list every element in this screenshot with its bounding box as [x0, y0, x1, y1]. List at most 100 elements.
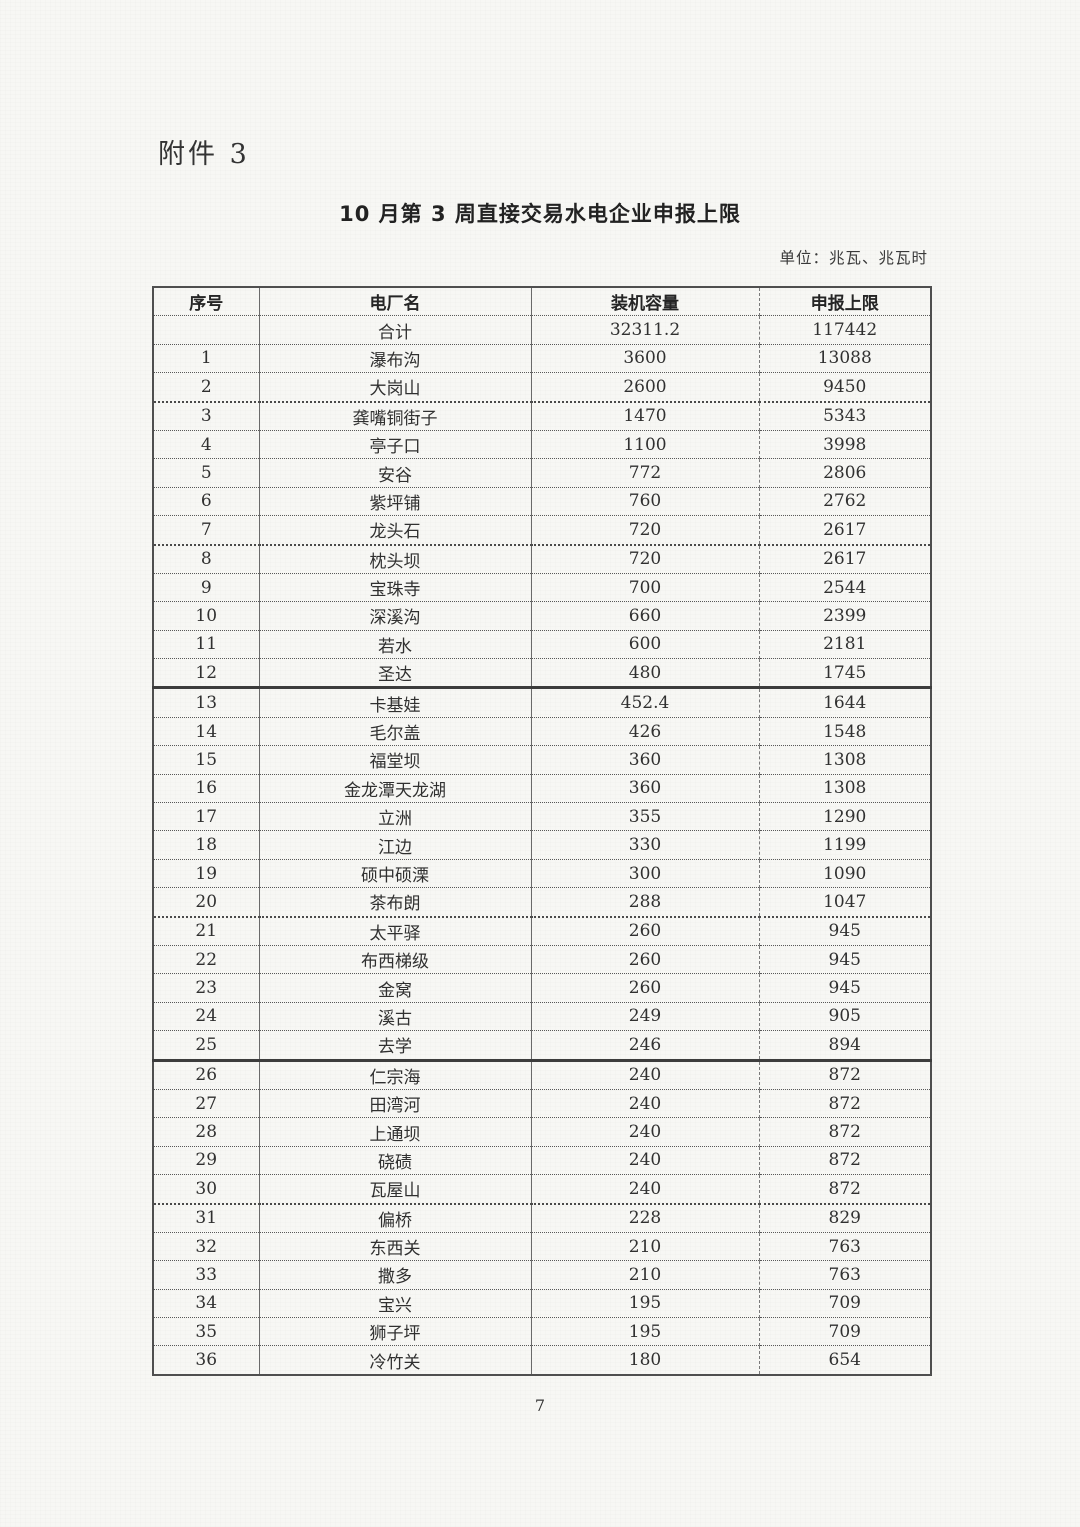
header-cell-2: 装机容量 [531, 287, 760, 316]
cell-limit: 13088 [817, 348, 872, 369]
cell-capacity: 760 [531, 487, 760, 516]
cell-capacity: 240 [531, 1174, 760, 1204]
cell-no: 9 [153, 573, 260, 602]
cell-name: 瓦屋山 [259, 1174, 532, 1204]
cell-name: 撒多 [259, 1260, 532, 1290]
cell-name: 上通坝 [259, 1117, 532, 1147]
cell-capacity: 600 [531, 630, 760, 659]
table-row: 24 溪古 249 905 [153, 1002, 931, 1031]
cell-capacity: 300 [531, 859, 760, 888]
cell-capacity: 700 [531, 573, 760, 602]
table-row: 1 瀑布沟 3600 13088 [153, 344, 931, 373]
cell-limit: 1199 [823, 835, 867, 856]
cell-name: 金窝 [259, 973, 532, 1003]
cell-no: 32 [153, 1232, 260, 1261]
cell-no: 24 [153, 1002, 260, 1031]
cell-capacity: 240 [531, 1089, 760, 1118]
cell-name: 安谷 [259, 458, 532, 488]
table-row: 26 仁宗海 240 872 [153, 1060, 931, 1090]
cell-capacity: 240 [531, 1146, 760, 1175]
cell-capacity: 260 [531, 916, 760, 946]
cell-name: 福堂坝 [259, 745, 532, 775]
cell-no: 18 [153, 830, 260, 860]
cell-capacity: 330 [531, 830, 760, 860]
cell-no: 25 [153, 1030, 260, 1061]
cell-name: 圣达 [259, 658, 532, 688]
table-row: 31 偏桥 228 829 [153, 1203, 931, 1233]
cell-capacity: 360 [531, 745, 760, 775]
attachment-label: 附件 3 [158, 139, 250, 170]
cell-name: 布西梯级 [259, 945, 532, 974]
cell-limit: 763 [828, 1236, 861, 1257]
cell-capacity: 210 [531, 1260, 760, 1290]
table-row: 16 金龙潭天龙湖 360 1308 [153, 774, 931, 803]
cell-name: 金龙潭天龙湖 [259, 774, 532, 803]
cell-name: 溪古 [259, 1002, 532, 1031]
cell-capacity: 240 [531, 1060, 760, 1090]
cell-no: 4 [153, 430, 260, 459]
cell-name: 硕中硕溧 [259, 859, 532, 888]
cell-no: 28 [153, 1117, 260, 1147]
cell-name: 东西关 [259, 1232, 532, 1261]
table-row: 28 上通坝 240 872 [153, 1117, 931, 1147]
cell-limit: 2181 [823, 634, 867, 655]
table-row: 3 龚嘴铜街子 1470 5343 [153, 401, 931, 431]
cell-limit: 654 [828, 1350, 861, 1371]
cell-name: 深溪沟 [259, 601, 532, 631]
cell-no: 19 [153, 859, 260, 888]
cell-no [153, 315, 260, 345]
cell-limit: 2806 [823, 463, 867, 484]
cell-capacity: 249 [531, 1002, 760, 1031]
cell-name: 立洲 [259, 802, 532, 831]
unit-note: 单位：兆瓦、兆瓦时 [779, 249, 928, 267]
cell-no: 8 [153, 544, 260, 574]
cell-no: 20 [153, 887, 260, 917]
table-row: 6 紫坪铺 760 2762 [153, 487, 931, 516]
table-row: 23 金窝 260 945 [153, 973, 931, 1003]
cell-limit: 763 [828, 1264, 861, 1285]
header-cell-1: 电厂名 [259, 287, 532, 316]
table-row: 36 冷竹关 180 654 [153, 1345, 931, 1375]
cell-capacity: 288 [531, 887, 760, 917]
cell-name: 江边 [259, 830, 532, 860]
table-row: 12 圣达 480 1745 [153, 658, 931, 688]
cell-name: 硗碛 [259, 1146, 532, 1175]
cell-name: 合计 [259, 315, 532, 345]
cell-no: 13 [153, 687, 260, 718]
cell-capacity: 1100 [531, 430, 760, 459]
cell-no: 10 [153, 601, 260, 631]
cell-name: 龚嘴铜街子 [259, 401, 532, 431]
page-title: 10 月第 3 周直接交易水电企业申报上限 [339, 202, 741, 226]
cell-capacity: 32311.2 [531, 315, 760, 345]
cell-limit: 117442 [812, 320, 878, 341]
cell-limit: 709 [828, 1293, 861, 1314]
table-row: 7 龙头石 720 2617 [153, 515, 931, 545]
table-row: 4 亭子口 1100 3998 [153, 430, 931, 459]
cell-name: 枕头坝 [259, 544, 532, 574]
header-cell-3: 申报上限 [810, 294, 879, 315]
cell-limit: 2617 [823, 549, 867, 570]
cell-capacity: 772 [531, 458, 760, 488]
cell-limit: 1047 [823, 891, 867, 912]
cell-name: 瀑布沟 [259, 344, 532, 373]
cell-no: 30 [153, 1174, 260, 1204]
cell-no: 31 [153, 1203, 260, 1233]
table-row: 18 江边 330 1199 [153, 830, 931, 860]
cell-no: 35 [153, 1317, 260, 1346]
cell-name: 龙头石 [259, 515, 532, 545]
cell-limit: 872 [828, 1150, 861, 1171]
cell-capacity: 210 [531, 1232, 760, 1261]
page-number: 7 [534, 1396, 546, 1415]
cell-no: 6 [153, 487, 260, 516]
cell-limit: 1090 [823, 863, 867, 884]
table-row: 19 硕中硕溧 300 1090 [153, 859, 931, 888]
cell-limit: 894 [828, 1034, 861, 1055]
cell-capacity: 452.4 [531, 687, 760, 718]
table-row: 14 毛尔盖 426 1548 [153, 717, 931, 746]
cell-capacity: 1470 [531, 401, 760, 431]
cell-no: 14 [153, 717, 260, 746]
cell-limit: 872 [828, 1065, 861, 1086]
table-row: 20 茶布朗 288 1047 [153, 887, 931, 917]
cell-no: 16 [153, 774, 260, 803]
